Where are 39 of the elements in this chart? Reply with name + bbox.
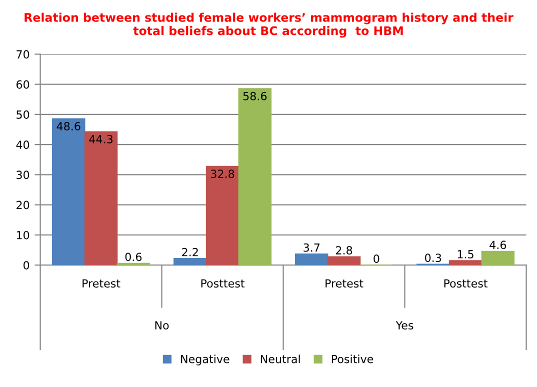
y-tick-label: 50	[16, 110, 30, 119]
data-label: 48.6	[56, 122, 80, 130]
data-label: 44.3	[89, 134, 113, 144]
chart-title: Relation between studied female workers’ mammogram history and their total beliefs about BC according to HBM	[24, 12, 514, 38]
legend-label: Positive	[332, 354, 374, 364]
data-label: 3.7	[304, 243, 320, 252]
bar	[327, 256, 361, 266]
legend-label: Negative	[181, 354, 230, 366]
bar	[238, 88, 272, 266]
data-label: 0.3	[425, 254, 442, 262]
data-label: 4.6	[490, 240, 506, 250]
data-label: 58.6	[243, 92, 267, 100]
text: No	[155, 321, 169, 330]
text: Yes	[396, 321, 414, 330]
data-label: 0.6	[125, 252, 142, 262]
data-label: 2.2	[182, 248, 198, 256]
bar	[52, 118, 86, 266]
bar	[481, 250, 515, 266]
bar	[294, 254, 328, 266]
x-tick-label: Posttest	[201, 279, 245, 288]
y-tick-label: 30	[16, 170, 30, 180]
y-tick-label: 40	[16, 140, 30, 149]
y-tick-label: 20	[16, 200, 30, 210]
bar	[174, 258, 207, 266]
y-tick-label: 0	[24, 261, 30, 270]
bar	[84, 131, 118, 266]
bar	[448, 260, 482, 266]
y-tick-label: 60	[16, 80, 30, 89]
y-tick-label: 70	[16, 50, 30, 59]
bar	[206, 166, 240, 266]
x-tick-label: Pretest	[326, 279, 364, 288]
data-label: 32.8	[210, 170, 234, 178]
legend-label: Neutral	[260, 354, 300, 364]
data-label: 1.5	[458, 250, 474, 258]
y-tick-label: 10	[16, 230, 30, 240]
data-label: 2.8	[336, 246, 352, 255]
data-label: 0	[374, 254, 380, 263]
x-tick-label: Posttest	[444, 279, 488, 288]
x-tick-label: Pretest	[82, 279, 120, 288]
